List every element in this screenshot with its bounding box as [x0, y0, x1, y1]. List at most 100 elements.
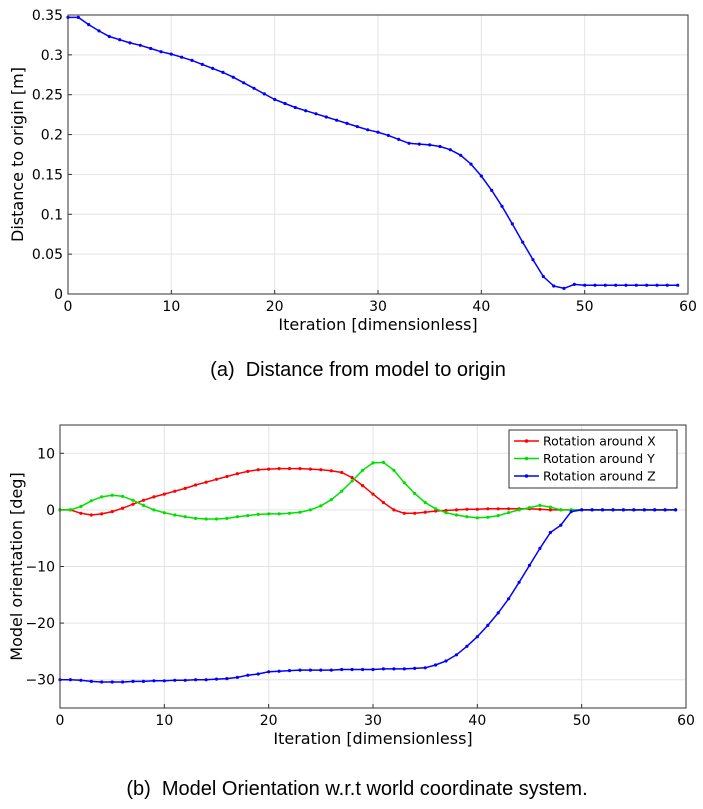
data-point	[173, 513, 177, 517]
x-tick-label: 30	[364, 713, 382, 729]
data-point	[621, 508, 626, 512]
data-point	[507, 597, 511, 601]
data-point	[298, 668, 302, 672]
data-point	[121, 506, 125, 510]
data-point	[572, 282, 576, 286]
data-point	[89, 513, 93, 517]
x-tick-label: 10	[155, 713, 173, 729]
data-point	[413, 511, 417, 515]
data-point	[141, 679, 146, 684]
data-point	[162, 492, 166, 496]
data-point	[87, 23, 91, 27]
data-point	[397, 137, 401, 141]
data-point	[242, 81, 246, 85]
y-tick-label: −30	[25, 673, 55, 689]
data-point	[674, 508, 678, 512]
data-point	[479, 174, 483, 178]
data-point	[173, 678, 177, 682]
data-point	[214, 517, 219, 521]
x-tick-label: 60	[679, 299, 697, 315]
data-point	[231, 75, 235, 79]
data-point	[345, 121, 349, 125]
y-tick-label: −20	[25, 616, 55, 632]
data-point	[423, 666, 427, 670]
data-point	[194, 516, 198, 521]
x-tick-label: 40	[468, 713, 486, 729]
data-point	[152, 495, 156, 499]
data-point	[89, 499, 93, 503]
data-point	[235, 472, 239, 476]
data-point	[246, 673, 250, 677]
data-point	[131, 679, 135, 684]
panel-b-series	[58, 460, 678, 684]
data-point	[194, 483, 198, 487]
data-point	[287, 511, 292, 515]
data-point	[496, 611, 500, 615]
data-point	[559, 523, 563, 527]
data-point	[152, 508, 156, 512]
legend-item-rotation-around-x: Rotation around X	[514, 434, 656, 449]
data-point	[444, 508, 448, 513]
data-point	[293, 105, 297, 110]
y-tick-label: 0	[46, 503, 55, 519]
data-point	[277, 512, 281, 516]
data-point	[486, 507, 490, 511]
data-point	[314, 112, 318, 116]
y-tick-label: 0.3	[41, 48, 63, 64]
data-point	[417, 142, 421, 146]
x-tick-label: 40	[472, 299, 490, 315]
data-point	[141, 498, 146, 502]
data-point	[459, 153, 463, 157]
data-point	[475, 635, 479, 639]
data-point	[304, 109, 308, 113]
data-point	[653, 508, 657, 512]
data-point	[676, 283, 680, 287]
legend-item-rotation-around-y: Rotation around Y	[514, 451, 655, 466]
data-point	[277, 467, 281, 471]
y-tick-label: 0	[54, 287, 63, 303]
y-tick-label: 0.05	[32, 247, 63, 263]
data-point	[169, 52, 173, 56]
data-point	[603, 283, 607, 287]
data-point	[423, 510, 427, 514]
data-point	[100, 512, 104, 516]
data-point	[371, 492, 375, 496]
legend-marker	[524, 439, 529, 443]
data-point	[350, 476, 354, 480]
data-point	[225, 474, 229, 479]
data-point	[235, 515, 239, 519]
data-point	[538, 507, 542, 511]
legend-marker	[524, 456, 529, 461]
data-point	[634, 283, 638, 287]
data-point	[100, 680, 104, 684]
panel-a-ticks: 0 10 20 30 40 50 60 0 0.05 0.1 0.15 0.2 0.25 0.3 0.35	[32, 8, 697, 315]
data-point	[183, 486, 187, 490]
data-point	[531, 258, 535, 262]
data-point	[256, 468, 260, 472]
data-point	[68, 508, 72, 512]
data-point	[273, 97, 277, 102]
data-point	[221, 70, 225, 74]
data-point	[438, 144, 442, 149]
data-point	[402, 667, 406, 671]
data-point	[381, 460, 385, 464]
data-point	[386, 133, 390, 137]
data-point	[469, 162, 473, 166]
data-point	[434, 663, 438, 667]
data-point	[465, 507, 469, 511]
data-point	[444, 659, 448, 663]
data-point	[402, 511, 406, 515]
data-point	[465, 515, 469, 519]
data-point	[355, 125, 359, 129]
data-point	[110, 493, 114, 497]
data-point	[131, 502, 135, 506]
panel-b-x-axis-label: Iteration [dimensionless]	[273, 729, 472, 748]
data-point	[183, 515, 187, 519]
data-point	[262, 92, 266, 96]
data-point	[434, 509, 438, 513]
data-point	[569, 510, 573, 514]
data-point	[490, 188, 494, 192]
data-point	[624, 283, 628, 287]
data-point	[381, 500, 385, 505]
series-distance	[66, 15, 680, 290]
